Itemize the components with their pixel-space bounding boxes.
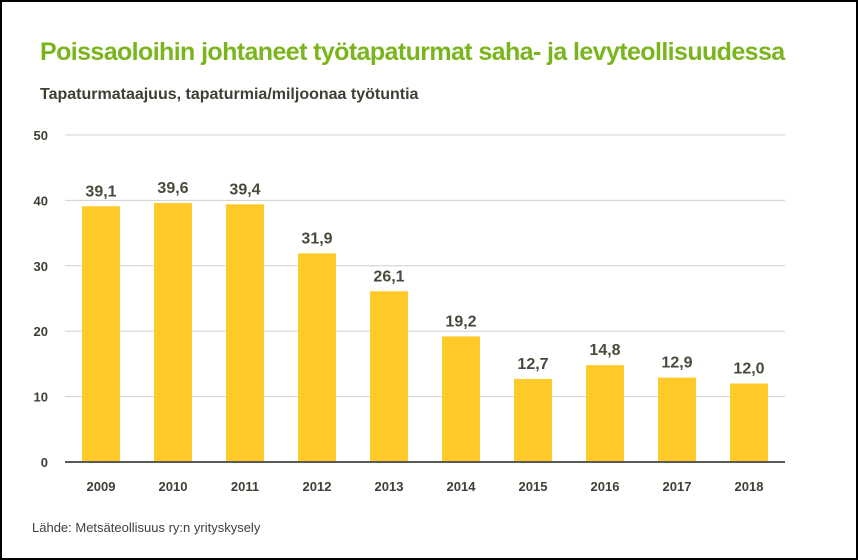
x-tick-label: 2013 — [375, 479, 404, 494]
bar — [730, 383, 768, 462]
x-tick-label: 2016 — [591, 479, 620, 494]
data-label: 39,1 — [85, 183, 116, 200]
x-tick-label: 2012 — [303, 479, 332, 494]
x-tick-label: 2017 — [663, 479, 692, 494]
bar — [82, 206, 120, 462]
bar — [514, 378, 552, 462]
data-label: 39,4 — [229, 181, 260, 198]
data-label: 26,1 — [373, 268, 404, 285]
y-tick-label: 30 — [34, 259, 48, 274]
chart-subtitle: Tapaturmataajuus, tapaturmia/miljoonaa t… — [40, 86, 419, 103]
chart-title: Poissaoloihin johtaneet työtapaturmat sa… — [40, 38, 785, 66]
x-tick-label: 2011 — [231, 479, 259, 494]
data-label: 14,8 — [589, 342, 620, 359]
bar — [154, 203, 192, 463]
data-label: 39,6 — [157, 180, 188, 197]
bar — [298, 253, 336, 462]
data-label: 12,0 — [733, 361, 764, 378]
y-tick-label: 0 — [41, 455, 48, 470]
data-label: 12,9 — [661, 355, 692, 372]
bar — [586, 365, 624, 462]
x-tick-label: 2010 — [159, 479, 188, 494]
bar — [370, 291, 408, 462]
data-label: 12,7 — [517, 356, 548, 373]
bar — [658, 377, 696, 462]
y-tick-label: 50 — [34, 128, 48, 143]
data-label: 19,2 — [445, 313, 476, 330]
data-label: 31,9 — [301, 230, 332, 247]
x-tick-label: 2015 — [519, 479, 548, 494]
x-tick-label: 2014 — [447, 479, 477, 494]
y-tick-label: 10 — [34, 390, 48, 405]
y-tick-label: 40 — [34, 193, 48, 208]
bar — [226, 204, 264, 462]
chart-source: Lähde: Metsäteollisuus ry:n yrityskysely — [32, 520, 261, 535]
bar — [442, 336, 480, 462]
x-tick-label: 2018 — [735, 479, 764, 494]
x-tick-label: 2009 — [87, 479, 116, 494]
y-tick-label: 20 — [34, 324, 48, 339]
